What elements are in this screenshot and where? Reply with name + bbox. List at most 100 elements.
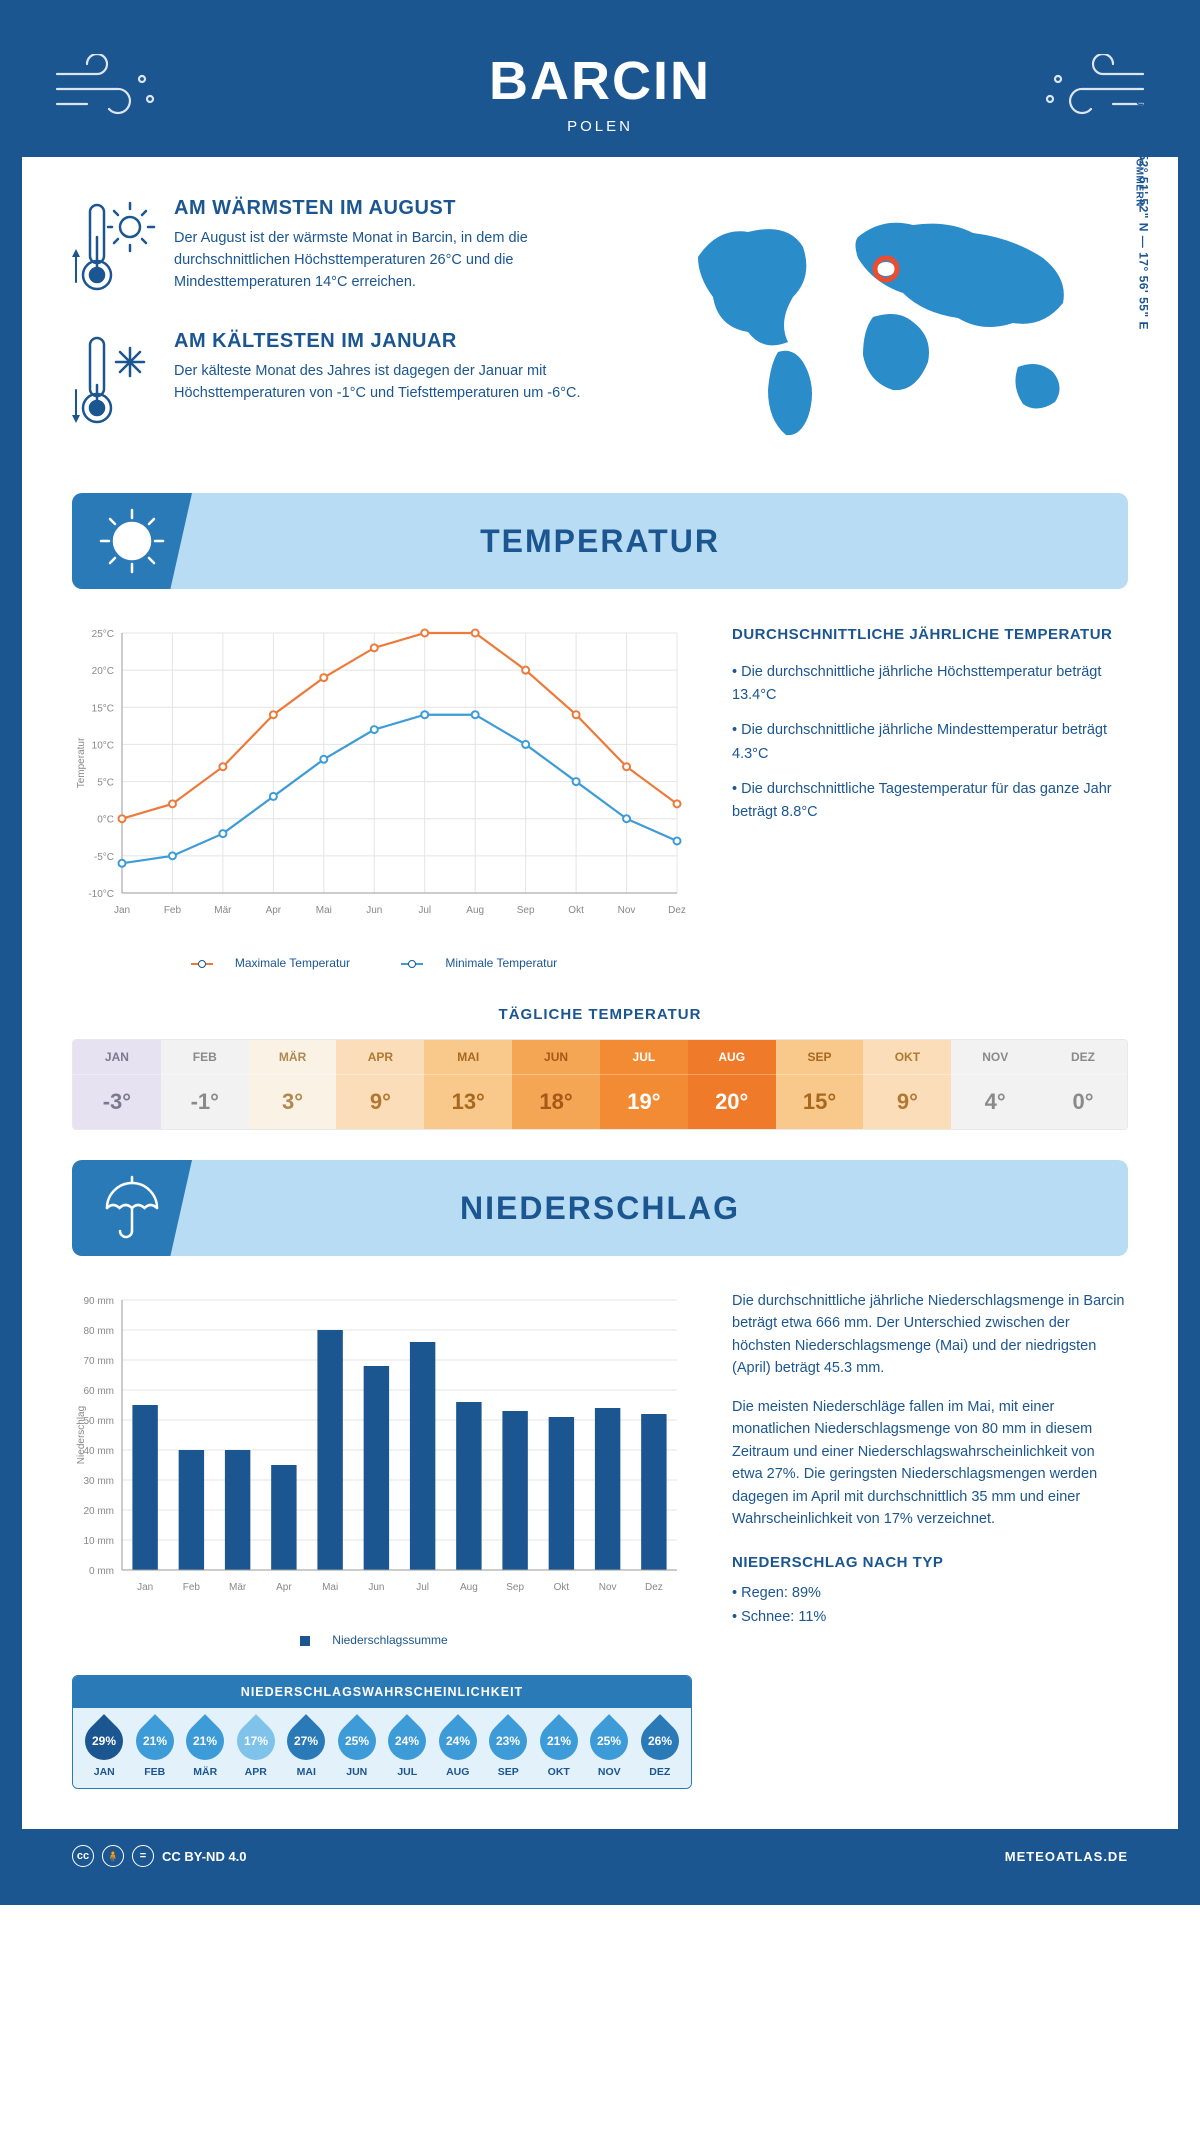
prob-cell: 25% NOV xyxy=(584,1722,635,1778)
svg-text:Jun: Jun xyxy=(366,905,382,916)
daily-temp-title: TÄGLICHE TEMPERATUR xyxy=(72,1006,1128,1023)
svg-text:Feb: Feb xyxy=(183,1582,201,1593)
warmest-fact: AM WÄRMSTEN IM AUGUST Der August ist der… xyxy=(72,197,638,302)
svg-text:Jan: Jan xyxy=(137,1582,153,1593)
svg-text:Temperatur: Temperatur xyxy=(76,737,87,788)
page-frame: BARCIN POLEN AM WÄRMS xyxy=(0,0,1200,1905)
prob-cell: 25% JUN xyxy=(332,1722,383,1778)
svg-text:50 mm: 50 mm xyxy=(83,1416,114,1427)
country-label: POLEN xyxy=(22,118,1178,135)
temp-cell: JUN18° xyxy=(512,1040,600,1129)
svg-text:-5°C: -5°C xyxy=(94,852,114,863)
coldest-fact: AM KÄLTESTEN IM JANUAR Der kälteste Mona… xyxy=(72,330,638,435)
svg-text:80 mm: 80 mm xyxy=(83,1326,114,1337)
svg-text:Dez: Dez xyxy=(645,1582,663,1593)
svg-text:Mär: Mär xyxy=(229,1582,247,1593)
daily-temperature-table: JAN-3° FEB-1° MÄR3° APR9° MAI13° JUN18° … xyxy=(72,1039,1128,1130)
svg-text:Jul: Jul xyxy=(416,1582,429,1593)
svg-text:Nov: Nov xyxy=(618,905,636,916)
temp-cell: SEP15° xyxy=(776,1040,864,1129)
prob-cell: 21% FEB xyxy=(130,1722,181,1778)
svg-text:15°C: 15°C xyxy=(92,703,114,714)
precipitation-section-header: NIEDERSCHLAG xyxy=(72,1160,1128,1256)
coldest-title: AM KÄLTESTEN IM JANUAR xyxy=(174,330,638,353)
svg-text:Niederschlag: Niederschlag xyxy=(76,1406,87,1464)
header: BARCIN POLEN xyxy=(22,22,1178,157)
prob-cell: 24% AUG xyxy=(433,1722,484,1778)
chart-legend: Maximale Temperatur Minimale Temperatur xyxy=(72,956,692,970)
temp-cell: DEZ0° xyxy=(1039,1040,1127,1129)
site-name: METEOATLAS.DE xyxy=(1005,1849,1128,1864)
nd-icon: = xyxy=(132,1845,154,1867)
prob-title: NIEDERSCHLAGSWAHRSCHEINLICHKEIT xyxy=(73,1676,691,1708)
svg-text:Feb: Feb xyxy=(164,905,182,916)
section-title: TEMPERATUR xyxy=(192,523,1128,560)
prob-cell: 17% APR xyxy=(231,1722,282,1778)
svg-text:Dez: Dez xyxy=(668,905,686,916)
warmest-text: Der August ist der wärmste Monat in Barc… xyxy=(174,228,638,293)
prob-cell: 27% MAI xyxy=(281,1722,332,1778)
wind-icon xyxy=(1038,54,1148,129)
temp-cell: FEB-1° xyxy=(161,1040,249,1129)
chart-legend: Niederschlagssumme xyxy=(72,1633,692,1647)
prob-cell: 24% JUL xyxy=(382,1722,433,1778)
coords-label: 52° 51' 52" N — 17° 56' 55" E xyxy=(1137,153,1151,330)
wind-icon xyxy=(52,54,162,129)
svg-text:Sep: Sep xyxy=(506,1582,524,1593)
coldest-text: Der kälteste Monat des Jahres ist dagege… xyxy=(174,361,638,405)
svg-text:Okt: Okt xyxy=(568,905,584,916)
precipitation-summary: Die durchschnittliche jährliche Niedersc… xyxy=(732,1290,1128,1789)
svg-text:90 mm: 90 mm xyxy=(83,1296,114,1307)
svg-text:10°C: 10°C xyxy=(92,740,114,751)
temperature-section-header: TEMPERATUR xyxy=(72,493,1128,589)
precipitation-bar-chart: 0 mm 10 mm 20 mm 30 mm 40 mm 50 mm 60 mm 70 mm 8… xyxy=(72,1290,692,1647)
prob-cell: 26% DEZ xyxy=(635,1722,686,1778)
prob-cell: 23% SEP xyxy=(483,1722,534,1778)
svg-text:Sep: Sep xyxy=(517,905,535,916)
svg-text:Jan: Jan xyxy=(114,905,130,916)
temp-cell: MÄR3° xyxy=(249,1040,337,1129)
section-title: NIEDERSCHLAG xyxy=(192,1190,1128,1227)
temp-cell: AUG20° xyxy=(688,1040,776,1129)
intro-section: AM WÄRMSTEN IM AUGUST Der August ist der… xyxy=(72,197,1128,463)
svg-text:Jul: Jul xyxy=(418,905,431,916)
svg-text:20 mm: 20 mm xyxy=(83,1506,114,1517)
prob-cell: 21% MÄR xyxy=(180,1722,231,1778)
svg-text:25°C: 25°C xyxy=(92,629,114,640)
svg-text:Mai: Mai xyxy=(322,1582,338,1593)
svg-text:40 mm: 40 mm xyxy=(83,1446,114,1457)
svg-text:0 mm: 0 mm xyxy=(89,1566,114,1577)
umbrella-icon xyxy=(72,1160,192,1256)
svg-text:Mai: Mai xyxy=(316,905,332,916)
svg-text:Apr: Apr xyxy=(276,1582,292,1593)
svg-text:20°C: 20°C xyxy=(92,666,114,677)
svg-text:60 mm: 60 mm xyxy=(83,1386,114,1397)
svg-text:30 mm: 30 mm xyxy=(83,1476,114,1487)
prob-cell: 29% JAN xyxy=(79,1722,130,1778)
svg-text:Aug: Aug xyxy=(466,905,484,916)
by-icon: 🧍 xyxy=(102,1845,124,1867)
svg-text:5°C: 5°C xyxy=(97,778,114,789)
svg-text:10 mm: 10 mm xyxy=(83,1536,114,1547)
svg-text:70 mm: 70 mm xyxy=(83,1356,114,1367)
svg-text:Nov: Nov xyxy=(599,1582,617,1593)
svg-text:Okt: Okt xyxy=(554,1582,570,1593)
temp-cell: OKT9° xyxy=(863,1040,951,1129)
temperature-summary: DURCHSCHNITTLICHE JÄHRLICHE TEMPERATUR •… xyxy=(732,623,1128,970)
prob-cell: 21% OKT xyxy=(534,1722,585,1778)
temp-cell: JAN-3° xyxy=(73,1040,161,1129)
temp-cell: APR9° xyxy=(336,1040,424,1129)
svg-text:Jun: Jun xyxy=(368,1582,384,1593)
thermometer-snow-icon xyxy=(72,330,156,435)
temperature-line-chart: -10°C-5°C0°C5°C10°C15°C20°C25°CJanFebMär… xyxy=(72,623,692,970)
world-map: KUJAWIEN-POMMERN 52° 51' 52" N — 17° 56'… xyxy=(668,197,1128,463)
city-title: BARCIN xyxy=(22,50,1178,112)
temp-cell: JUL19° xyxy=(600,1040,688,1129)
precip-type-title: NIEDERSCHLAG NACH TYP xyxy=(732,1551,1128,1574)
summary-title: DURCHSCHNITTLICHE JÄHRLICHE TEMPERATUR xyxy=(732,623,1128,647)
temp-cell: NOV4° xyxy=(951,1040,1039,1129)
svg-text:-10°C: -10°C xyxy=(88,889,114,900)
sun-icon xyxy=(72,493,192,589)
thermometer-sun-icon xyxy=(72,197,156,302)
footer: cc 🧍 = CC BY-ND 4.0 METEOATLAS.DE xyxy=(22,1829,1178,1883)
